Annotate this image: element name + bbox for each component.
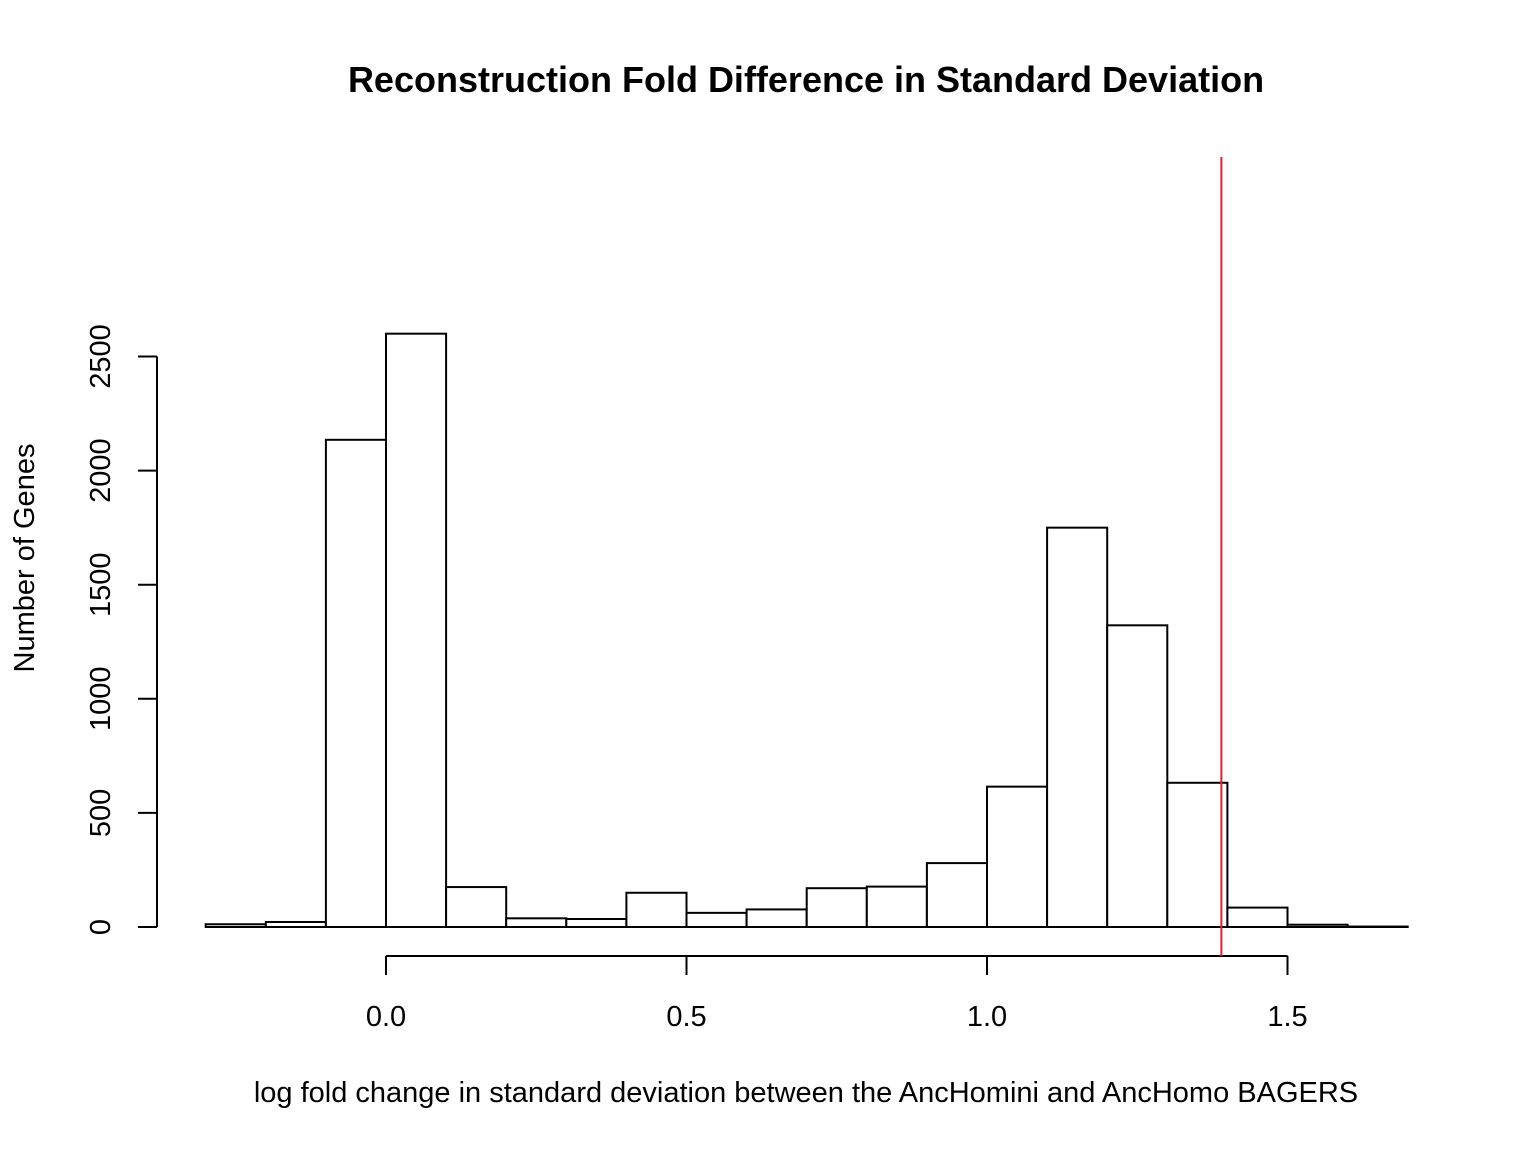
histogram-bar-0 <box>204 923 267 928</box>
histogram-bar-8 <box>685 911 748 929</box>
histogram-bar-10 <box>805 887 868 928</box>
histogram-bar-1 <box>264 920 327 929</box>
y-tick-label: 2000 <box>85 438 117 503</box>
histogram-bar-15 <box>1106 624 1169 928</box>
histogram-bar-5 <box>505 917 568 929</box>
histogram-bar-3 <box>385 332 448 928</box>
histogram-bars <box>204 332 1409 929</box>
x-axis-label: log fold change in standard deviation be… <box>254 1077 1358 1109</box>
histogram-bar-13 <box>986 785 1049 928</box>
histogram-bar-17 <box>1226 906 1289 929</box>
y-tick-label: 2500 <box>85 324 117 389</box>
histogram-bar-9 <box>745 908 808 928</box>
histogram-bar-14 <box>1046 526 1109 929</box>
histogram-bar-12 <box>925 862 989 929</box>
x-axis: 0.0 0.5 1.0 1.5 <box>366 955 1308 1033</box>
y-axis-label: Number of Genes <box>9 444 41 673</box>
y-tick-label: 0 <box>85 919 117 935</box>
y-axis: 0 500 1000 1500 2000 2500 <box>85 324 158 935</box>
y-tick-label: 1000 <box>85 667 117 732</box>
histogram-bar-2 <box>324 438 387 928</box>
histogram-bar-4 <box>445 886 508 929</box>
y-tick-label: 1500 <box>85 552 117 617</box>
histogram-bar-18 <box>1286 923 1349 929</box>
y-tick-label: 500 <box>85 789 117 837</box>
x-tick-label: 1.0 <box>967 1001 1007 1033</box>
histogram-bar-6 <box>565 918 628 929</box>
chart-title: Reconstruction Fold Difference in Standa… <box>348 59 1264 100</box>
x-tick-label: 0.0 <box>366 1001 406 1033</box>
x-tick-label: 1.5 <box>1267 1001 1307 1033</box>
x-tick-label: 0.5 <box>666 1001 706 1033</box>
histogram-bar-11 <box>865 885 928 928</box>
histogram-bar-7 <box>625 891 688 929</box>
histogram-bar-16 <box>1166 781 1229 928</box>
